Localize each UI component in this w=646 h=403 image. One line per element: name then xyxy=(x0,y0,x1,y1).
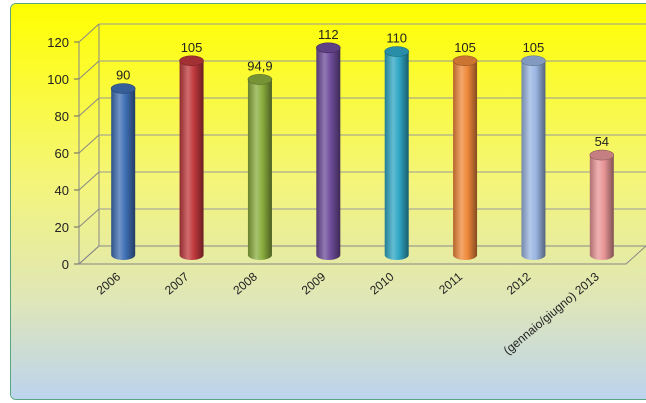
data-label: 105 xyxy=(523,40,545,55)
bar-(gennaio/giugno) 2013 xyxy=(589,149,615,260)
bar-2012 xyxy=(521,55,546,260)
bar-2011 xyxy=(452,55,478,260)
data-label: 112 xyxy=(318,27,339,42)
y-tick-label: 20 xyxy=(55,220,69,235)
bars xyxy=(110,42,615,260)
bar-2009 xyxy=(316,42,341,260)
data-label: 54 xyxy=(595,134,609,149)
bar-2010 xyxy=(384,46,409,260)
y-tick-label: 80 xyxy=(55,109,69,124)
data-label: 110 xyxy=(386,31,407,46)
data-label: 94,9 xyxy=(247,58,272,73)
data-labels: 90 105 94,9 112 110 105 105 54 xyxy=(116,27,609,149)
data-label: 105 xyxy=(181,40,203,55)
y-tick-label: 120 xyxy=(47,35,69,50)
y-axis: 0 20 40 60 80 100 120 xyxy=(47,35,79,272)
data-label: 105 xyxy=(454,40,476,55)
bar-2008 xyxy=(247,74,273,260)
chart-frame: 0 20 40 60 80 100 120 90 105 94,9 112 110 105 105 54 … xyxy=(10,3,646,400)
y-tick-label: 60 xyxy=(55,146,69,161)
bar-2007 xyxy=(179,55,204,260)
bar-2006 xyxy=(110,83,136,260)
y-tick-label: 100 xyxy=(47,72,69,87)
y-tick-label: 40 xyxy=(55,183,69,198)
data-label: 90 xyxy=(116,68,130,83)
y-tick-label: 0 xyxy=(62,257,69,272)
